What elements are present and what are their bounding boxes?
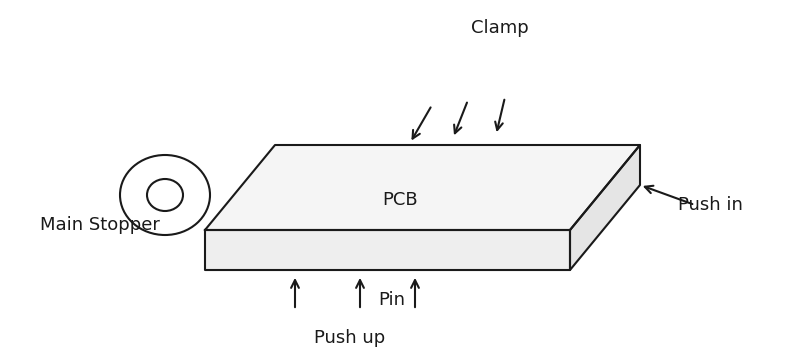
Polygon shape	[570, 145, 640, 270]
Text: Push in: Push in	[678, 196, 742, 214]
Text: PCB: PCB	[383, 191, 418, 209]
Text: Pin: Pin	[378, 291, 405, 309]
Polygon shape	[205, 145, 640, 230]
Text: www.greatttong.com: www.greatttong.com	[280, 180, 512, 220]
Text: Push up: Push up	[314, 329, 386, 347]
Text: Main Stopper: Main Stopper	[40, 216, 160, 234]
Text: Clamp: Clamp	[471, 19, 529, 37]
Polygon shape	[205, 230, 570, 270]
